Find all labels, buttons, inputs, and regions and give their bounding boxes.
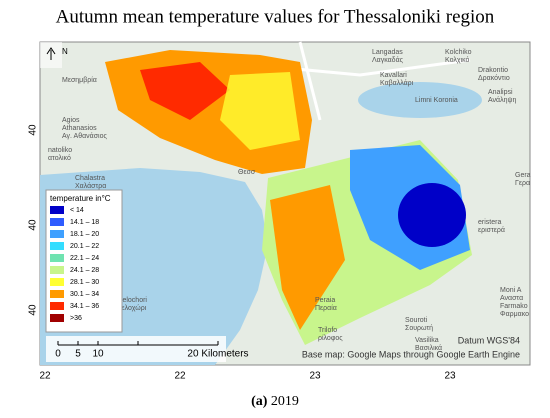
place-label: Λαγκαδάς (372, 56, 404, 64)
lon-label: 22 (39, 371, 51, 382)
legend-title: temperature in°C (50, 194, 111, 203)
lake (358, 82, 482, 118)
place-label: Φαρμακο (500, 311, 529, 318)
place-label: Καβαλλάρι (380, 79, 414, 87)
legend-swatch (50, 302, 64, 310)
lon-labels: 22 22 23 23 (39, 371, 456, 382)
lon-label: 23 (309, 371, 321, 382)
legend-label: 30.1 – 34 (70, 291, 99, 298)
place-label: Athanasios (62, 125, 97, 132)
legend-swatch (50, 278, 64, 286)
heat-east-warm (270, 185, 345, 330)
legend-label: 34.1 – 36 (70, 303, 99, 310)
place-label: Αναστα (500, 295, 523, 302)
legend-items: < 14 14.1 – 18 18.1 – 20 20.1 – 22 22.1 – 24… (50, 206, 99, 322)
place-label: Peraia (315, 297, 335, 304)
legend-label: 18.1 – 20 (70, 231, 99, 238)
place-label: Βασιλικά (415, 344, 442, 352)
lon-label: 23 (444, 371, 456, 382)
scale-label: 5 (75, 349, 81, 360)
caption-letter: (a) (251, 394, 268, 409)
place-label: Drakontio (478, 67, 508, 74)
north-arrow (46, 47, 56, 60)
place-label: Langadas (372, 49, 403, 56)
legend-swatch (50, 266, 64, 274)
place-label: Agios (62, 117, 80, 124)
place-label: eristera (478, 219, 501, 226)
lon-label: 22 (174, 371, 186, 382)
legend-label: 14.1 – 18 (70, 219, 99, 226)
scale-box (46, 336, 226, 362)
place-label: εριστερά (478, 226, 505, 234)
heat-west-mid (220, 72, 300, 150)
place-label: Μεσημβρία (62, 76, 97, 84)
scale-label: 10 (92, 349, 104, 360)
legend-swatch (50, 314, 64, 322)
lat-label: 40 (28, 219, 39, 231)
title: Autumn mean temperature values for Thess… (56, 6, 495, 27)
legend-label: 22.1 – 24 (70, 255, 99, 262)
legend-label: >36 (70, 315, 82, 322)
heat-east-cold (398, 183, 466, 247)
place-label: Χαλάστρα (75, 182, 106, 190)
place-label: ρίλοφος (318, 334, 343, 342)
place-label: Gera (515, 172, 531, 179)
scale-label: 20 Kilometers (187, 349, 248, 360)
caption-year: 2019 (271, 394, 299, 409)
base-map: Base map: Google Maps through Google Ear… (302, 349, 520, 359)
place-label: Δρακόντιο (478, 74, 510, 82)
place-label: Vasilika (415, 337, 439, 344)
place-label: Moni A (500, 287, 522, 294)
datum: Datum WGS'84 (458, 335, 520, 345)
place-label: Θεσσ (238, 169, 256, 176)
legend-swatch (50, 206, 64, 214)
place-label: ατολικό (48, 154, 71, 162)
legend-label: 20.1 – 22 (70, 243, 99, 250)
place-label: Γερα (515, 180, 530, 187)
place-label: Trilofo (318, 327, 337, 334)
legend-swatch (50, 218, 64, 226)
place-label: natoliko (48, 147, 72, 154)
scale-labels: 0 5 10 20 Kilometers (55, 349, 248, 360)
lat-label: 40 (28, 124, 39, 136)
lat-label: 40 (28, 304, 39, 316)
place-label: Kolchiko (445, 49, 472, 56)
legend-label: 24.1 – 28 (70, 267, 99, 274)
place-label: Farmako (500, 303, 528, 310)
place-label: Souroti (405, 317, 428, 324)
heat-west-hot (140, 62, 230, 120)
place-label: Chalastra (75, 175, 105, 182)
legend-swatch (50, 242, 64, 250)
place-label: Angelochori (110, 297, 147, 304)
place-label: Περαία (315, 304, 337, 312)
scale-label: 0 (55, 349, 61, 360)
legend-swatch (50, 290, 64, 298)
place-label: Αγ. Αθανάσιος (62, 132, 107, 140)
place-label: Ανάληψη (488, 96, 516, 104)
place-label: Limni Koronia (415, 97, 458, 104)
place-label: Analipsi (488, 89, 513, 96)
legend-label: 28.1 – 30 (70, 279, 99, 286)
legend-label: < 14 (70, 207, 84, 214)
north-label: N (62, 47, 68, 56)
lat-labels: 40 40 40 (28, 124, 39, 316)
legend-swatch (50, 254, 64, 262)
scale-bar (57, 341, 219, 346)
place-label: Kavallari (380, 72, 407, 79)
legend-swatch (50, 230, 64, 238)
place-label: Κολχικό (445, 56, 469, 64)
caption: (a) 2019 (251, 394, 299, 409)
place-label: Σουρωτή (405, 325, 433, 332)
place-label: Αγγελοχώρι (110, 304, 147, 312)
